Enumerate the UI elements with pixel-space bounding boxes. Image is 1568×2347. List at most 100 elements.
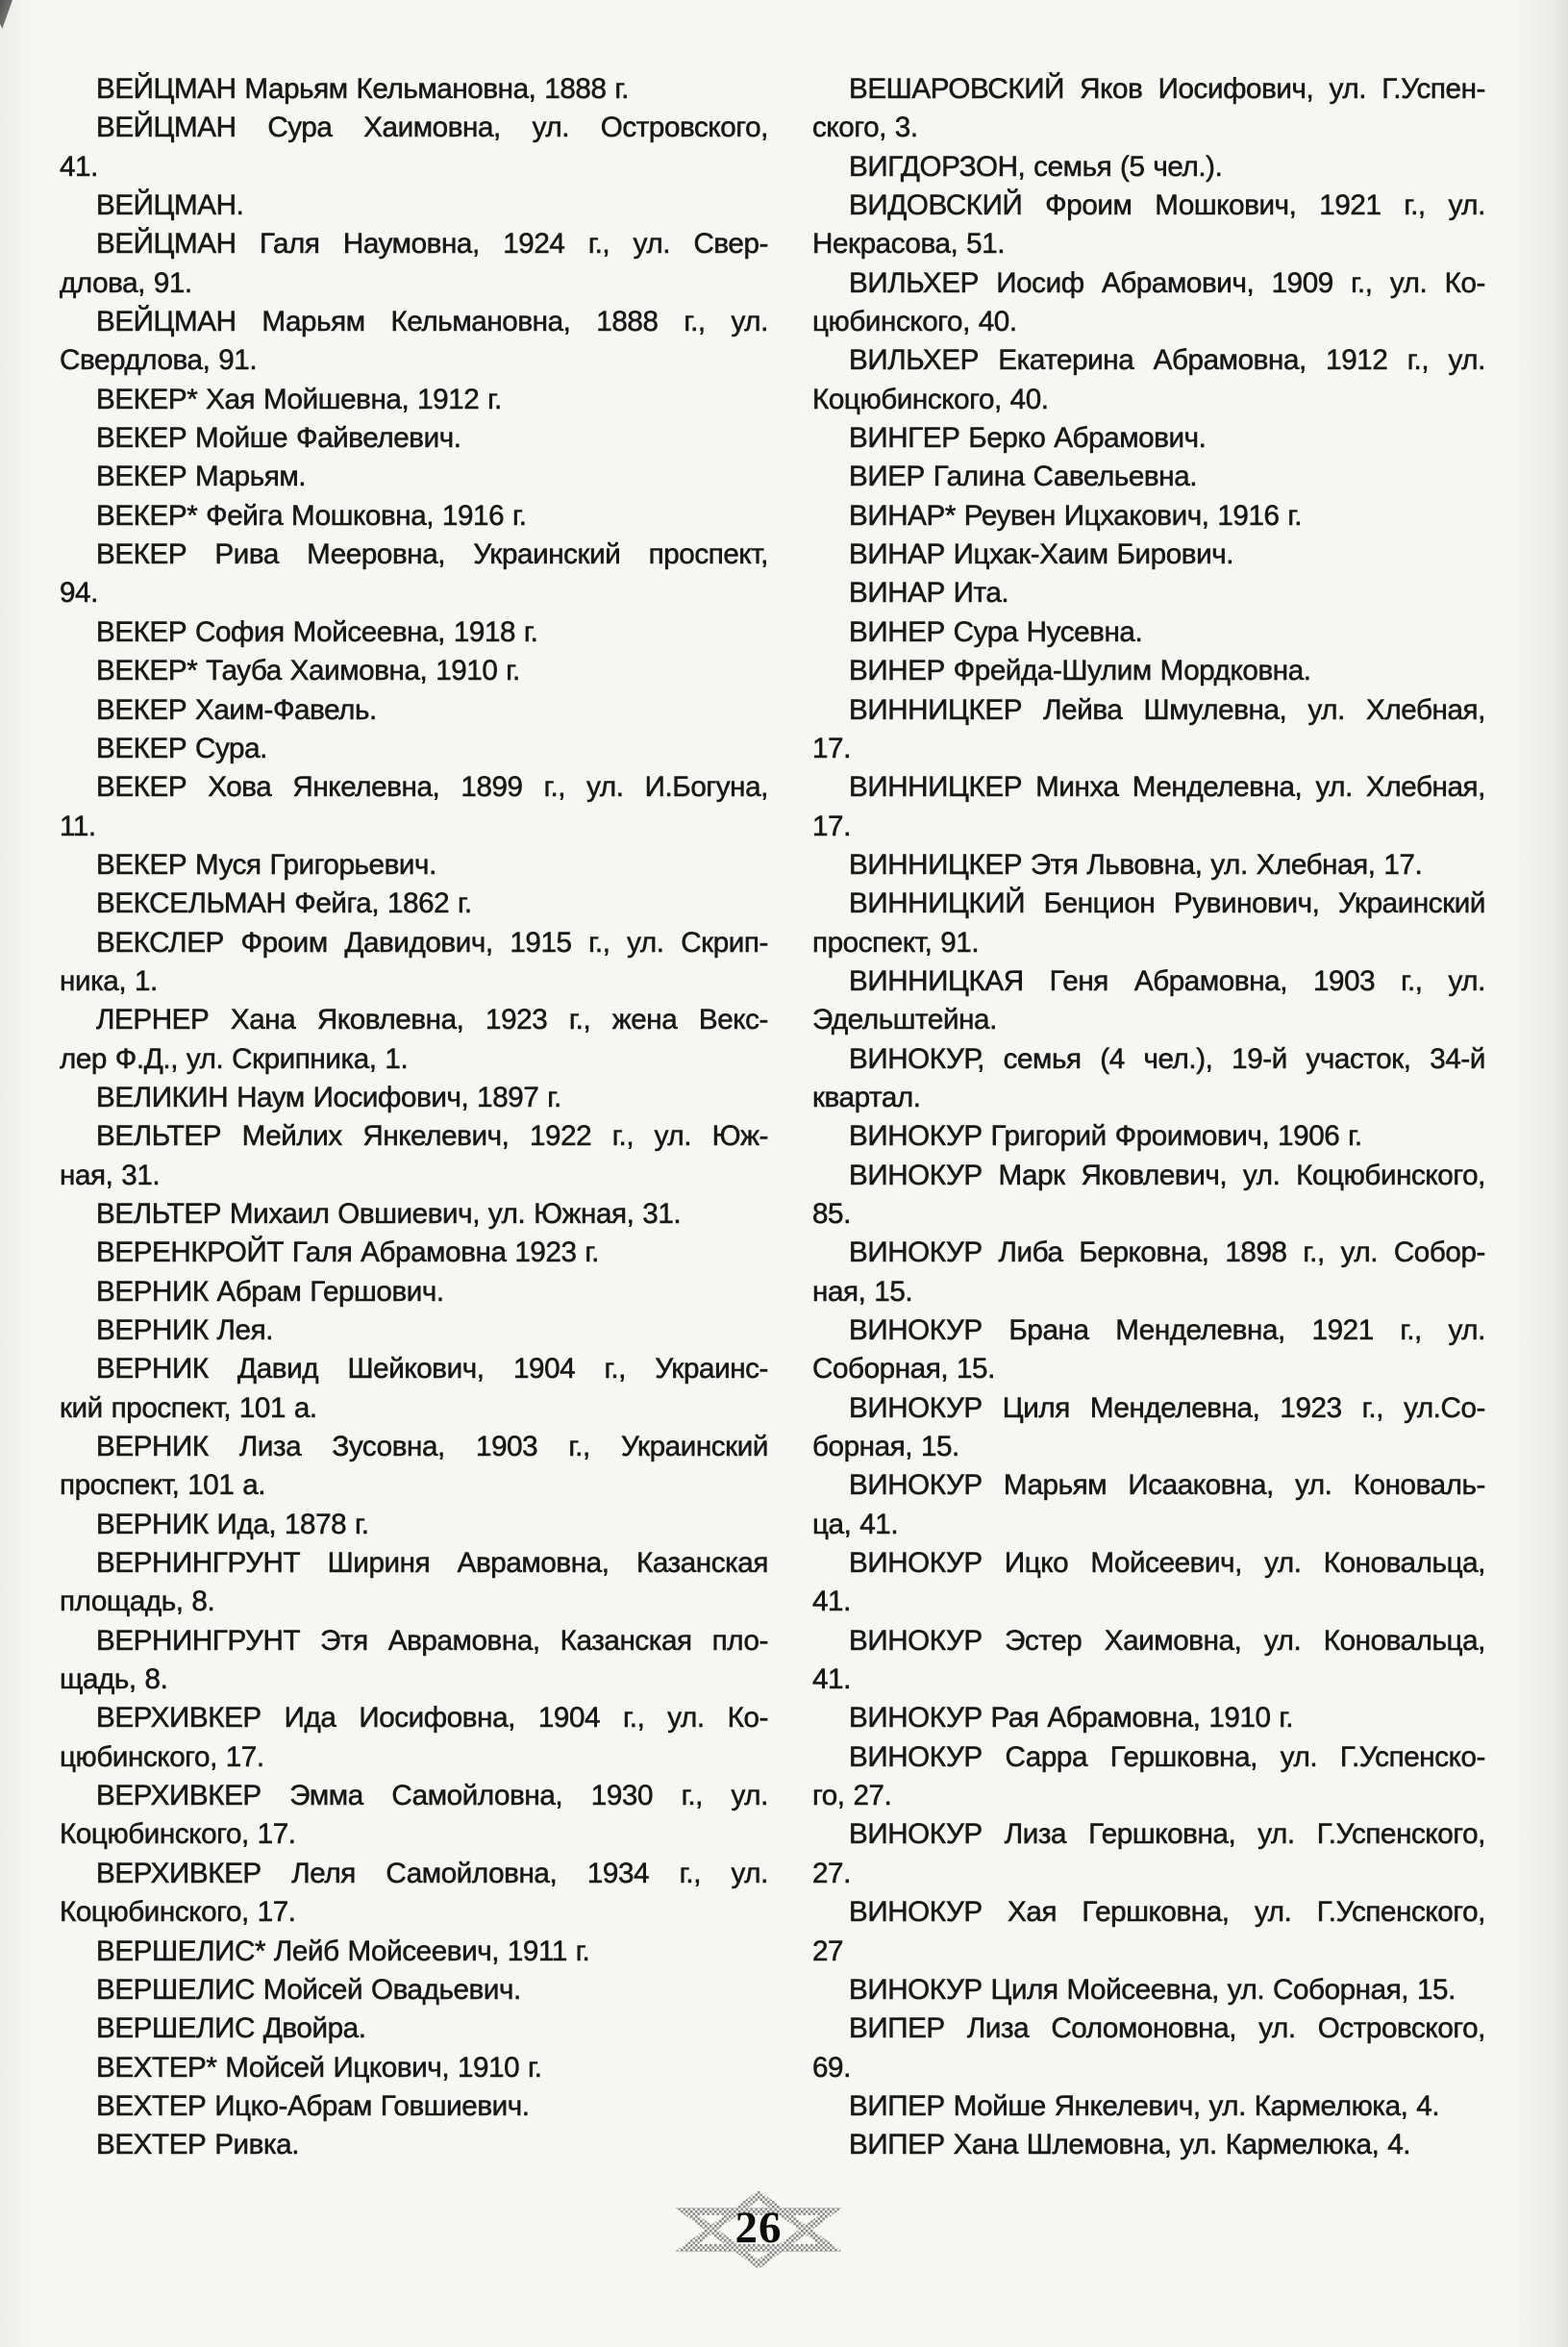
list-entry: ВИНЕР Сура Нусевна.	[812, 613, 1485, 652]
entry-line: ВИНОКУР Брана Менделевна, 1921 г., ул.	[849, 1314, 1485, 1347]
list-entry: ВИННИЦКЕР Лейва Шмулевна, ул. Хлебная, 17…	[812, 691, 1485, 769]
list-entry: ВЕКЕР София Мойсеевна, 1918 г.	[60, 613, 768, 652]
entry-line: ВЕРНИК Давид Шейкович, 1904 г., Украинс-	[96, 1353, 768, 1386]
entry-line: ная, 31.	[60, 1159, 161, 1191]
entry-line: Эдельштейна.	[812, 1004, 998, 1036]
entry-line: ВИНЕР Фрейда-Шулим Мордковна.	[849, 655, 1312, 687]
list-entry: ВЕРНИК Абрам Гершович.	[60, 1273, 768, 1311]
entry-line: ВИННИЦКЕР Лейва Шмулевна, ул. Хлебная,	[849, 693, 1485, 726]
list-entry: ВИННИЦКЕР Этя Львовна, ул. Хлебная, 17.	[812, 846, 1485, 885]
entry-line: ная, 15.	[812, 1275, 913, 1308]
entry-line: ВИНОКУР Марк Яковлевич, ул. Коцюбинского…	[849, 1159, 1485, 1191]
entry-line: ВЕКЕР София Мойсеевна, 1918 г.	[96, 615, 538, 649]
entry-line: ВИНОКУР Эстер Хаимовна, ул. Коновальца,	[849, 1624, 1485, 1657]
list-entry: ВИНОКУР Григорий Фроимович, 1906 г.	[812, 1117, 1485, 1156]
entry-line: длова, 91.	[60, 266, 192, 299]
entry-line: ВИНОКУР Либа Берковна, 1898 г., ул. Собо…	[849, 1236, 1485, 1269]
list-entry: ВЕЛИКИН Наум Иосифович, 1897 г.	[60, 1079, 768, 1117]
entry-line: ВИНОКУР Циля Менделевна, 1923 г., ул.Со-	[849, 1391, 1485, 1424]
entry-line: 94.	[60, 577, 99, 610]
entry-line: ВЕКЕР Хаим-Фавель.	[96, 693, 378, 726]
list-entry: ВИННИЦКИЙ Бенцион Рувинович, Украинский п…	[812, 885, 1485, 962]
entry-line: 41.	[812, 1585, 852, 1618]
entry-line: ВИННИЦКЕР Этя Львовна, ул. Хлебная, 17.	[849, 848, 1423, 882]
entry-line: кий проспект, 101 а.	[60, 1391, 317, 1424]
star-of-david-icon	[676, 2191, 841, 2268]
entry-line: ВЕРХИВКЕР Эмма Самойловна, 1930 г., ул.	[96, 1780, 768, 1812]
entry-line: ВЕХТЕР Ицко-Абрам Говшиевич.	[96, 2089, 531, 2123]
entry-line: ВЕКЕР* Хая Мойшевна, 1912 г.	[96, 383, 503, 415]
entry-line: 27	[812, 1935, 844, 1967]
entry-line: цюбинского, 17.	[60, 1740, 264, 1774]
list-entry: ВЕЙЦМАН.	[60, 187, 768, 225]
list-entry: ВЕКЕР* Хая Мойшевна, 1912 г.	[60, 381, 768, 419]
list-entry: ВЕРХИВКЕР Эмма Самойловна, 1930 г., ул. К…	[60, 1777, 768, 1855]
scan-artifact	[0, 0, 12, 29]
list-entry: ВИГДОРЗОН, семья (5 чел.).	[812, 148, 1485, 187]
entry-line: борная, 15.	[812, 1431, 960, 1463]
entry-line: ВИЛЬХЕР Екатерина Абрамовна, 1912 г., ул…	[849, 344, 1485, 377]
entry-line: ВИНОКУР Григорий Фроимович, 1906 г.	[849, 1120, 1363, 1153]
list-entry: ВИНОКУР Либа Берковна, 1898 г., ул. Собо…	[812, 1234, 1485, 1311]
list-entry: ВЕЙЦМАН Сура Хаимовна, ул. Островского, 4…	[60, 109, 768, 187]
list-entry: ВЕЙЦМАН Марьям Кельмановна, 1888 г.	[60, 70, 768, 109]
list-entry: ВЕКЕР Марьям.	[60, 458, 768, 496]
entry-line: ВЕРНИК Ида, 1878 г.	[96, 1508, 370, 1540]
list-entry: ВИНОКУР Эстер Хаимовна, ул. Коновальца, 4…	[812, 1622, 1485, 1700]
list-entry: ВЕКЕР Хаим-Фавель.	[60, 691, 768, 730]
entry-line: 11.	[60, 810, 96, 842]
list-entry: ВЕРНИК Давид Шейкович, 1904 г., Украинс-…	[60, 1350, 768, 1428]
entry-line: ВЕРШЕЛИС Двойра.	[96, 2012, 366, 2045]
list-entry: ВЕКЕР Муся Григорьевич.	[60, 846, 768, 885]
page-number: 26	[734, 2203, 783, 2253]
list-entry: ВИНОКУР, семья (4 чел.), 19-й участок, 3…	[812, 1040, 1485, 1118]
list-entry: ВЕРХИВКЕР Ида Иосифовна, 1904 г., ул. Ко…	[60, 1699, 768, 1777]
entry-line: цюбинского, 40.	[812, 306, 1017, 338]
list-entry: ВЕКЕР* Тауба Хаимовна, 1910 г.	[60, 652, 768, 690]
entry-line: ВЕРШЕЛИС Мойсей Овадьевич.	[96, 1973, 522, 2007]
entry-line: ВЕЛИКИН Наум Иосифович, 1897 г.	[96, 1081, 562, 1114]
column-left: ВЕЙЦМАН Марьям Кельмановна, 1888 г. ВЕЙЦМ…	[60, 70, 768, 2165]
entry-line: ВЕКЕР Рива Мееровна, Украинский проспект…	[96, 538, 768, 571]
list-entry: ВИННИЦКЕР Минха Менделевна, ул. Хлебная,…	[812, 768, 1485, 846]
list-entry: ВЕРНИК Лея.	[60, 1311, 768, 1350]
list-entry: ВЕРШЕЛИС* Лейб Мойсеевич, 1911 г.	[60, 1933, 768, 1971]
entry-line: ВИНОКУР Ицко Мойсеевич, ул. Коновальца,	[849, 1547, 1485, 1580]
list-entry: ВЕЛЬТЕР Михаил Овшиевич, ул. Южная, 31.	[60, 1195, 768, 1234]
entry-line: ЛЕРНЕР Хана Яковлевна, 1923 г., жена Век…	[96, 1004, 768, 1036]
entry-line: ВЕКЕР* Тауба Хаимовна, 1910 г.	[96, 655, 521, 687]
entry-line: 17.	[812, 732, 852, 765]
entry-line: ВЕРНИНГРУНТ Этя Аврамовна, Казанская пло…	[96, 1624, 768, 1657]
list-entry: ВЕРЕНКРОЙТ Галя Абрамовна 1923 г.	[60, 1234, 768, 1272]
entry-line: ВИНАР Ита.	[849, 577, 1009, 610]
entry-line: ВИНОКУР Лиза Гершковна, ул. Г.Успенского…	[849, 1818, 1485, 1851]
entry-line: Коцюбинского, 17.	[60, 1818, 296, 1851]
entry-line: ВЕХТЕР* Мойсей Ицкович, 1910 г.	[96, 2051, 543, 2084]
entry-line: 41.	[60, 150, 99, 183]
entry-line: Соборная, 15.	[812, 1353, 996, 1386]
list-entry: ВЕКЕР Хова Янкелевна, 1899 г., ул. И.Бог…	[60, 768, 768, 846]
entry-line: ВЕШАРОВСКИЙ Яков Иосифович, ул. Г.Успен-	[849, 73, 1485, 106]
entry-line: ВЕЙЦМАН Марьям Кельмановна, 1888 г.	[96, 73, 630, 106]
entry-line: ВЕРХИВКЕР Ида Иосифовна, 1904 г., ул. Ко…	[96, 1702, 768, 1735]
entry-line: ВИПЕР Мойше Янкелевич, ул. Кармелюка, 4.	[849, 2089, 1440, 2123]
entry-line: ВЕХТЕР Ривка.	[96, 2129, 300, 2161]
list-entry: ВЕЙЦМАН Марьям Кельмановна, 1888 г., ул.…	[60, 303, 768, 381]
list-entry: ВИПЕР Лиза Соломоновна, ул. Островского,…	[812, 2010, 1485, 2087]
list-entry: ВЕРХИВКЕР Леля Самойловна, 1934 г., ул. К…	[60, 1855, 768, 1933]
list-entry: ВЕШАРОВСКИЙ Яков Иосифович, ул. Г.Успен-…	[812, 70, 1485, 148]
entry-line: ВЕРНИК Лея.	[96, 1314, 274, 1347]
list-entry: ВИЛЬХЕР Иосиф Абрамович, 1909 г., ул. Ко…	[812, 264, 1485, 342]
entry-line: щадь, 8.	[60, 1663, 168, 1696]
entry-line: 17.	[812, 810, 852, 842]
entry-line: ского, 3.	[812, 112, 918, 144]
list-entry: ВИНЕР Фрейда-Шулим Мордковна.	[812, 652, 1485, 690]
list-entry: ВИННИЦКАЯ Геня Абрамовна, 1903 г., ул. Эд…	[812, 962, 1485, 1040]
entry-line: ВЕКЕР Хова Янкелевна, 1899 г., ул. И.Бог…	[96, 771, 768, 804]
entry-line: ВЕЙЦМАН Марьям Кельмановна, 1888 г., ул.	[96, 306, 768, 338]
entry-line: ВИННИЦКАЯ Геня Абрамовна, 1903 г., ул.	[849, 964, 1485, 998]
entry-line: ВЕРНИНГРУНТ Шириня Аврамовна, Казанская	[96, 1547, 768, 1580]
entry-line: площадь, 8.	[60, 1585, 215, 1618]
entry-line: лер Ф.Д., ул. Скрипника, 1.	[60, 1042, 409, 1075]
entry-line: ВЕЛЬТЕР Михаил Овшиевич, ул. Южная, 31.	[96, 1197, 682, 1231]
